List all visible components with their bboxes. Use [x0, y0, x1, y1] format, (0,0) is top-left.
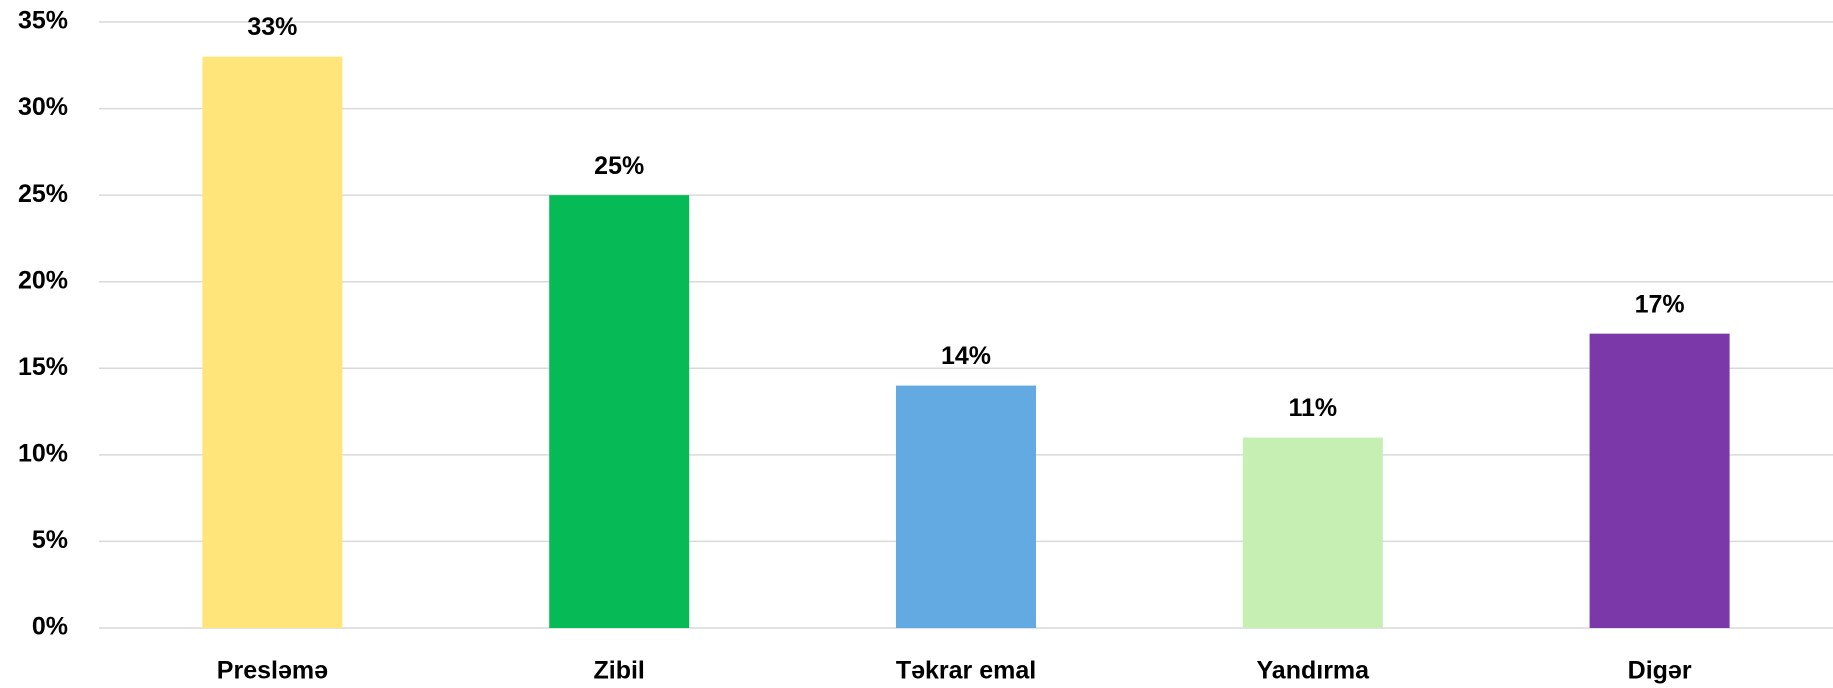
data-label: 14% — [941, 342, 991, 370]
y-tick-label: 25% — [18, 180, 68, 208]
bar — [1589, 333, 1730, 628]
x-tick-label: Presləmə — [217, 657, 328, 685]
y-tick-label: 0% — [32, 613, 68, 641]
y-tick-label: 30% — [18, 93, 68, 121]
y-tick-label: 15% — [18, 353, 68, 381]
x-tick-label: Təkrar emal — [896, 657, 1036, 685]
y-tick-label: 35% — [18, 7, 68, 35]
bar — [1242, 437, 1383, 628]
bar — [896, 385, 1036, 628]
y-tick-label: 10% — [18, 439, 68, 467]
x-tick-label: Zibil — [594, 657, 645, 685]
x-tick-label: Yandırma — [1257, 657, 1371, 685]
data-label: 25% — [594, 152, 644, 180]
bar — [549, 195, 690, 628]
y-tick-label: 20% — [18, 266, 68, 294]
bar — [202, 56, 343, 629]
y-tick-label: 5% — [32, 526, 68, 554]
data-label: 11% — [1288, 394, 1337, 422]
data-label: 33% — [247, 13, 297, 41]
x-tick-label: Digər — [1628, 657, 1692, 685]
data-label: 17% — [1635, 290, 1685, 318]
